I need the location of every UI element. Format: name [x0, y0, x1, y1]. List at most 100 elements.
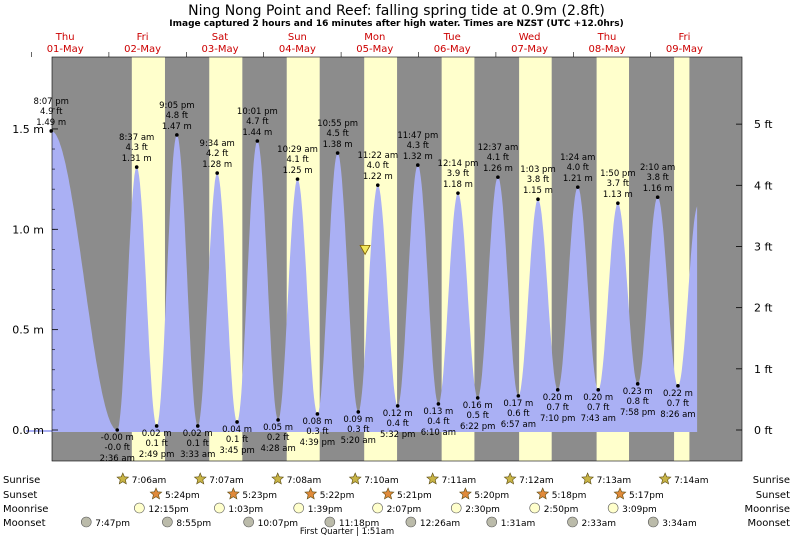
day-name: Fri [678, 32, 690, 43]
low-tide-metres: 0.17 m [503, 399, 533, 409]
y-tick-label-ft: 2 ft [754, 302, 773, 315]
tide-dot [655, 195, 660, 199]
tide-dot [295, 177, 300, 181]
day-date: 03-May [201, 44, 238, 55]
low-tide-metres: 0.22 m [663, 389, 693, 399]
high-tide-feet: 4.0 ft [367, 161, 390, 171]
sunset-icon [613, 487, 627, 500]
high-tide-metres: 1.32 m [403, 152, 433, 162]
y-axis-feet: 0 ft 1 ft 2 ft 3 ft 4 ft 5 ft [736, 118, 773, 437]
high-tide-time: 2:10 am [640, 163, 675, 173]
low-tide-feet: 0.5 ft [467, 411, 490, 421]
high-tide-time: 11:47 pm [397, 131, 438, 141]
plot-area [26, 56, 743, 462]
tide-dot [315, 412, 320, 416]
y-tick-label-ft: 3 ft [754, 240, 773, 253]
tide-dot [335, 151, 340, 155]
low-tide-metres: -0.00 m [101, 433, 134, 443]
high-tide-time: 8:37 am [119, 133, 154, 143]
tide-dot [375, 183, 380, 187]
moonset-icon [80, 516, 92, 528]
sunset-time: 5:20pm [474, 491, 509, 501]
tide-dot [235, 420, 239, 424]
high-tide-metres: 1.18 m [443, 180, 473, 190]
low-tide-feet: 0.2 ft [267, 433, 290, 443]
tide-dot [596, 388, 601, 392]
high-tide-metres: 1.49 m [36, 118, 66, 128]
moonrise-label-right: Moonrise [745, 504, 790, 515]
sunrise-time: 7:14am [674, 476, 709, 486]
sunrise-icon [503, 472, 517, 485]
sunrise-time: 7:12am [519, 476, 554, 486]
y-tick-label-m: 1.0 m [12, 223, 44, 236]
day-name: Tue [443, 32, 461, 43]
low-tide-feet: -0.0 ft [105, 443, 131, 453]
day-date: 01-May [47, 44, 84, 55]
high-tide-time: 1:50 pm [600, 169, 635, 179]
low-tide-metres: 0.20 m [583, 393, 613, 403]
sunrise-label-left: Sunrise [3, 475, 40, 486]
low-tide-feet: 0.1 ft [145, 439, 168, 449]
tide-dot [416, 163, 420, 167]
high-tide-feet: 3.7 ft [607, 179, 630, 189]
high-tide-feet: 4.1 ft [487, 153, 510, 163]
high-tide-feet: 4.9 ft [40, 107, 63, 117]
day-headers: Thu01-MayFri02-MaySat03-MaySun04-MayMon0… [31, 32, 703, 57]
low-tide-time: 8:26 am [660, 410, 695, 420]
low-tide-time: 7:58 pm [620, 408, 655, 418]
sunset-time: 5:17pm [629, 491, 664, 501]
low-tide-feet: 0.7 ft [667, 399, 690, 409]
moonset-label-left: Moonset [3, 518, 46, 529]
day-name: Fri [137, 32, 149, 43]
low-tide-time: 4:39 pm [300, 438, 335, 448]
low-tide-time: 7:43 am [581, 414, 616, 424]
tide-dot [676, 384, 680, 388]
day-name: Sat [212, 32, 228, 43]
y-tick-label-m: 1.5 m [12, 123, 44, 136]
high-tide-feet: 4.8 ft [166, 111, 189, 121]
day-date: 02-May [124, 44, 161, 55]
low-tide-metres: 0.02 m [142, 429, 172, 439]
sunrise-icon [271, 472, 285, 485]
high-tide-time: 10:01 pm [237, 107, 278, 117]
tide-dot [49, 129, 54, 133]
high-tide-time: 1:24 am [560, 153, 595, 163]
tide-dot [475, 396, 480, 400]
day-name: Wed [519, 32, 541, 43]
moonrise-icon [529, 502, 541, 514]
day-date: 04-May [279, 44, 316, 55]
day-date: 08-May [588, 44, 625, 55]
tide-dot [195, 424, 200, 428]
day-name: Sun [288, 32, 307, 43]
low-tide-feet: 0.1 ft [187, 439, 210, 449]
sunset-icon [226, 487, 240, 500]
moonset-time: 2:33am [582, 519, 617, 529]
sunset-icon [458, 487, 472, 500]
high-tide-feet: 4.0 ft [567, 163, 590, 173]
moonrise-icon [293, 502, 305, 514]
moonset-icon [567, 516, 578, 528]
moonset-time: 3:34am [662, 519, 697, 529]
moonrise-time: 3:09pm [622, 505, 657, 515]
tide-dot [175, 133, 179, 137]
high-tide-metres: 1.47 m [162, 122, 192, 132]
day-date: 06-May [434, 44, 471, 55]
high-tide-metres: 1.25 m [283, 166, 313, 176]
tide-dot [276, 418, 280, 422]
moonrise-time: 12:15pm [148, 505, 188, 515]
high-tide-time: 9:05 pm [159, 101, 194, 111]
low-tide-time: 2:49 pm [139, 450, 174, 460]
low-tide-metres: 0.09 m [343, 415, 373, 425]
high-tide-metres: 1.38 m [323, 140, 353, 150]
moonrise-icon [214, 502, 225, 514]
tide-dot [134, 165, 139, 169]
high-tide-feet: 4.3 ft [407, 141, 430, 151]
y-tick-label-ft: 5 ft [754, 118, 773, 131]
low-tide-metres: 0.23 m [623, 387, 653, 397]
low-tide-feet: 0.7 ft [587, 403, 610, 413]
tide-dot [536, 197, 540, 201]
low-tide-metres: 0.02 m [183, 429, 213, 439]
chart-subtitle: Image captured 2 hours and 16 minutes af… [169, 19, 623, 29]
tide-dot [635, 382, 640, 386]
